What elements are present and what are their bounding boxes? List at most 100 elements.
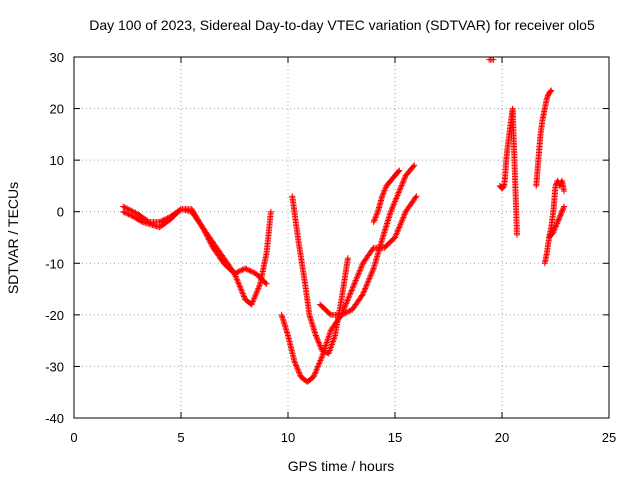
data-point: [294, 365, 301, 372]
data-point: [294, 366, 301, 373]
data-point: [234, 277, 241, 284]
data-point: [292, 359, 299, 366]
data-point: [316, 359, 323, 366]
data-point: [398, 183, 405, 190]
data-point: [244, 266, 251, 273]
data-point: [368, 271, 375, 278]
data-point: [318, 356, 325, 363]
data-point: [295, 368, 302, 375]
series-track-h: [496, 105, 520, 238]
x-tick-label: 15: [388, 430, 402, 445]
data-point: [240, 292, 247, 299]
data-point: [364, 279, 371, 286]
data-point: [233, 274, 240, 281]
data-point: [243, 266, 250, 273]
data-point: [560, 204, 567, 211]
data-point: [557, 212, 564, 219]
data-point: [324, 337, 331, 344]
x-tick-label: 0: [70, 430, 77, 445]
data-point: [131, 209, 138, 216]
data-point: [127, 207, 134, 214]
data-point: [545, 92, 552, 99]
data-point: [236, 283, 243, 290]
data-point: [367, 274, 374, 281]
data-point: [351, 280, 358, 287]
data-point: [394, 228, 401, 235]
data-point: [247, 268, 254, 275]
data-point: [394, 192, 401, 199]
data-point: [230, 269, 237, 276]
data-point: [388, 205, 395, 212]
data-point: [341, 304, 348, 311]
data-point: [558, 210, 565, 217]
data-point: [394, 227, 401, 234]
data-point: [401, 175, 408, 182]
data-point: [380, 190, 387, 197]
data-point: [339, 310, 346, 317]
data-point: [397, 220, 404, 227]
data-point: [250, 269, 257, 276]
data-point: [561, 203, 568, 210]
data-point: [359, 261, 366, 268]
data-point: [371, 216, 378, 223]
data-point: [344, 255, 351, 262]
data-point: [160, 217, 167, 224]
data-point: [554, 219, 561, 226]
data-point: [248, 268, 255, 275]
data-point: [552, 224, 559, 231]
data-point: [396, 224, 403, 231]
data-point: [296, 370, 303, 377]
data-point: [249, 298, 256, 305]
data-point: [350, 281, 357, 288]
data-point: [392, 198, 398, 205]
y-tick-label: 20: [50, 102, 64, 117]
data-point: [544, 93, 551, 100]
data-point: [293, 362, 300, 369]
data-point: [373, 211, 380, 218]
y-tick-label: -30: [45, 359, 64, 374]
data-point: [393, 193, 400, 200]
data-point: [352, 277, 359, 284]
data-point: [250, 297, 257, 304]
y-tick-label: -20: [45, 308, 64, 323]
data-point: [395, 191, 402, 198]
data-point: [366, 275, 373, 282]
data-point: [550, 229, 557, 236]
data-point: [121, 204, 128, 211]
data-point: [400, 214, 407, 221]
data-point: [255, 285, 262, 292]
axis-ticks: 0 5 10 15 20 25 -40 -30 -20 -10 0 10 20 30: [45, 50, 616, 445]
data-point: [235, 268, 242, 275]
data-point: [490, 56, 497, 63]
data-point: [362, 285, 369, 292]
data-point: [353, 276, 360, 283]
data-point: [156, 219, 163, 226]
data-point: [399, 179, 406, 186]
data-point: [120, 203, 127, 210]
data-point: [161, 216, 168, 223]
data-point: [326, 310, 333, 317]
y-tick-label: -10: [45, 256, 64, 271]
x-tick-label: 10: [281, 430, 295, 445]
data-point: [411, 162, 418, 169]
data-point: [121, 209, 128, 216]
data-point: [122, 210, 129, 217]
data-point: [238, 286, 245, 293]
data-point: [251, 294, 258, 301]
data-point: [293, 363, 300, 370]
data-point: [122, 204, 129, 211]
y-tick-label: 30: [50, 50, 64, 65]
data-point: [412, 194, 419, 201]
data-point: [120, 208, 127, 215]
data-point: [400, 178, 407, 185]
data-point: [398, 218, 405, 225]
data-point: [345, 294, 352, 301]
data-point: [254, 286, 261, 293]
data-point: [267, 208, 274, 215]
data-point: [513, 231, 520, 238]
data-point: [400, 176, 407, 183]
data-point: [125, 206, 132, 213]
data-point: [396, 223, 403, 230]
data-point: [369, 268, 376, 275]
data-point: [362, 284, 369, 291]
